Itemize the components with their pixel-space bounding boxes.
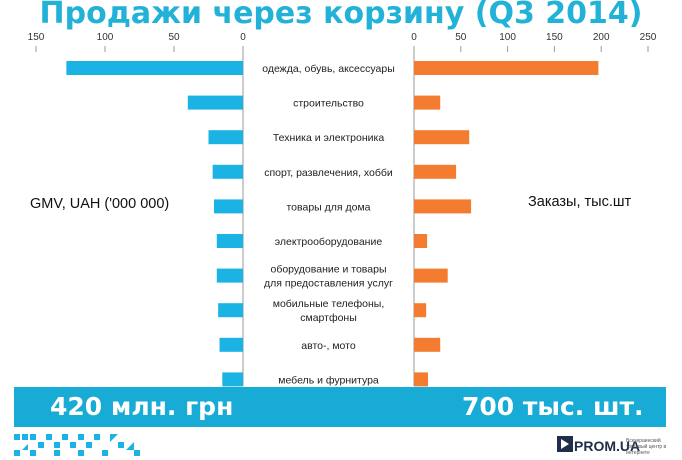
gmv-bar xyxy=(66,61,243,75)
gmv-bar xyxy=(216,268,243,283)
category-label: оборудование и товары xyxy=(270,264,386,276)
right-tick-label: 100 xyxy=(499,32,516,43)
logo-tagline: Всеукраинский торговый центр в интернете xyxy=(626,438,667,456)
decorative-pattern xyxy=(14,434,140,456)
gmv-bar xyxy=(212,164,243,179)
logo-name: PROM.UA xyxy=(574,438,641,454)
category-label: для предоставления услуг xyxy=(264,278,393,290)
banner-orders-total: 700 тыс. шт. xyxy=(462,392,644,421)
right-tick-label: 250 xyxy=(640,32,657,43)
right-tick-label: 50 xyxy=(455,32,467,43)
category-label: товары для дома xyxy=(286,201,370,213)
orders-bar xyxy=(414,337,441,352)
orders-bar xyxy=(414,268,448,283)
left-tick-label: 100 xyxy=(97,32,114,43)
gmv-bar xyxy=(214,199,243,214)
category-label: мебель и фурнитура xyxy=(278,374,379,386)
gmv-bar xyxy=(216,234,243,248)
category-label: смартфоны xyxy=(300,312,357,324)
gmv-bar xyxy=(222,372,243,387)
gmv-bar xyxy=(218,303,243,318)
gmv-bar xyxy=(187,95,243,110)
orders-bar xyxy=(414,234,428,248)
right-tick-label: 150 xyxy=(546,32,563,43)
page-title: Продажи через корзину (Q3 2014) xyxy=(39,0,643,31)
summary-banner xyxy=(14,387,666,427)
orders-bar xyxy=(414,303,427,318)
orders-bar xyxy=(414,130,470,145)
left-axis-label: GMV, UAH ('000 000) xyxy=(30,196,170,212)
category-label: авто-, мото xyxy=(301,340,356,352)
orders-bar xyxy=(414,164,457,179)
category-label: строительство xyxy=(293,98,364,110)
banner-gmv-total: 420 млн. грн xyxy=(50,392,234,421)
orders-bar xyxy=(414,372,429,387)
right-axis-label: Заказы, тыс.шт xyxy=(528,194,632,210)
orders-bar xyxy=(414,61,599,75)
left-tick-label: 50 xyxy=(168,32,180,43)
orders-bar xyxy=(414,95,441,110)
prom-logo-icon xyxy=(557,436,573,452)
category-label: одежда, обувь, аксессуары xyxy=(262,63,395,75)
gmv-bar xyxy=(208,130,243,145)
category-label: спорт, развлечения, хобби xyxy=(264,167,393,179)
orders-bar xyxy=(414,199,472,214)
category-label: электрооборудование xyxy=(275,236,383,248)
left-tick-label: 150 xyxy=(28,32,45,43)
left-tick-label: 0 xyxy=(240,32,246,43)
right-tick-label: 200 xyxy=(593,32,610,43)
gmv-bar xyxy=(219,337,243,352)
category-label: мобильные телефоны, xyxy=(273,298,385,310)
category-label: Техника и электроника xyxy=(273,132,384,144)
right-tick-label: 0 xyxy=(411,32,417,43)
